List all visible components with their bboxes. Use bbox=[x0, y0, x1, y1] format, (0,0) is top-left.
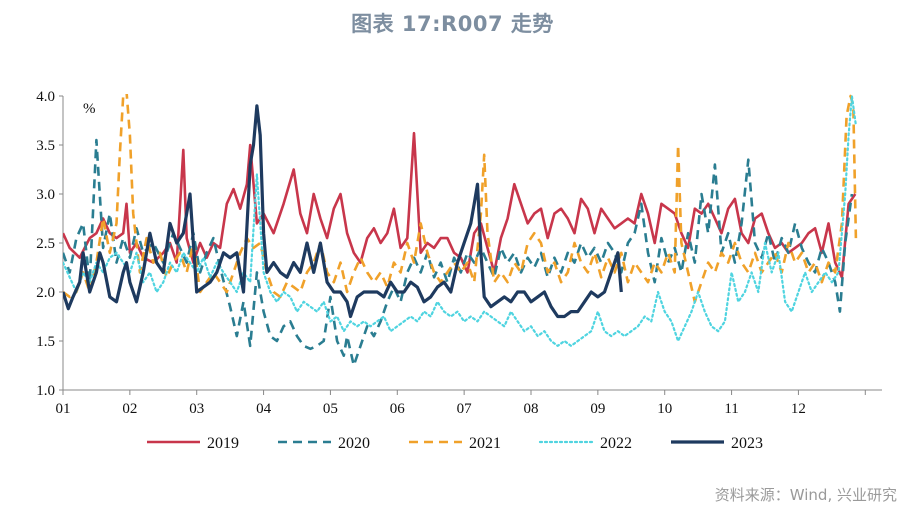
series-line-2023 bbox=[63, 104, 623, 319]
source-note: 资料来源：Wind, 兴业研究 bbox=[714, 486, 897, 504]
x-tick-label: 01 bbox=[56, 401, 71, 417]
series-line-2020 bbox=[63, 138, 854, 367]
legend-label-2020: 2020 bbox=[338, 435, 370, 452]
series-line-2019 bbox=[63, 131, 857, 279]
y-unit-label: % bbox=[83, 101, 96, 117]
x-tick-label: 07 bbox=[457, 401, 473, 417]
y-tick-label: 3.5 bbox=[36, 138, 55, 154]
x-tick-label: 02 bbox=[122, 401, 137, 417]
y-tick-label: 2.5 bbox=[36, 236, 55, 252]
chart-plot-area bbox=[63, 94, 858, 367]
chart-legend: 2019 2020 2021 2022 2023 bbox=[147, 435, 763, 452]
series-line-2021 bbox=[63, 94, 858, 304]
y-tick-label: 2.0 bbox=[36, 285, 55, 301]
legend-label-2022: 2022 bbox=[600, 435, 632, 452]
y-tick-label: 1.5 bbox=[36, 334, 55, 350]
legend-label-2019: 2019 bbox=[207, 435, 239, 452]
y-tick-label: 1.0 bbox=[36, 383, 55, 399]
x-tick-label: 09 bbox=[590, 401, 605, 417]
x-tick-label: 06 bbox=[390, 401, 406, 417]
x-tick-label: 03 bbox=[189, 401, 204, 417]
legend-label-2021: 2021 bbox=[469, 435, 501, 452]
chart-axes: 1.0 1.5 2.0 2.5 3.0 3.5 4.0% 01 02 03 04 05 06 07 08 09… bbox=[36, 89, 882, 417]
x-tick-label: 05 bbox=[323, 401, 338, 417]
x-tick-label: 04 bbox=[256, 401, 272, 417]
x-tick-label: 11 bbox=[724, 401, 738, 417]
y-tick-label: 3.0 bbox=[36, 187, 55, 203]
x-tick-label: 08 bbox=[524, 401, 539, 417]
chart-title: 图表 17:R007 走势 bbox=[351, 12, 554, 36]
y-tick-label: 4.0 bbox=[36, 89, 55, 105]
legend-label-2023: 2023 bbox=[731, 435, 763, 452]
series-line-2022 bbox=[63, 94, 857, 347]
x-tick-label: 10 bbox=[657, 401, 672, 417]
x-tick-label: 12 bbox=[791, 401, 806, 417]
